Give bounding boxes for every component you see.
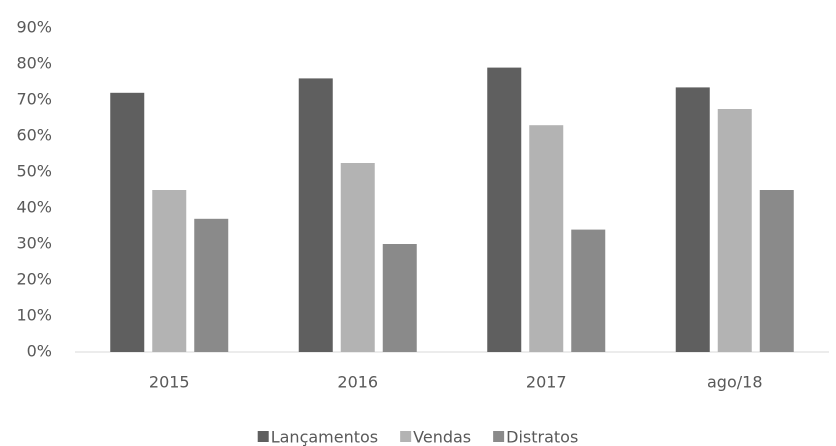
bar: [340, 163, 375, 352]
x-tick-label: ago/18: [707, 373, 763, 392]
y-tick-label: 20%: [16, 270, 52, 289]
bar: [675, 87, 710, 353]
legend-swatch: [493, 431, 505, 442]
bar: [759, 190, 794, 352]
bar: [529, 125, 564, 352]
bar: [298, 78, 333, 353]
y-tick-label: 50%: [16, 162, 52, 181]
x-tick-label: 2017: [526, 373, 567, 392]
bar: [382, 244, 417, 352]
bar: [194, 218, 229, 352]
y-tick-label: 0%: [27, 342, 52, 361]
y-tick-label: 60%: [16, 126, 52, 145]
y-tick-label: 10%: [16, 306, 52, 325]
bar: [717, 109, 752, 352]
y-tick-label: 40%: [16, 198, 52, 217]
y-tick-label: 30%: [16, 234, 52, 253]
x-tick-label: 2015: [149, 373, 190, 392]
bar: [571, 229, 606, 352]
legend-label: Lançamentos: [271, 428, 378, 446]
bar: [152, 190, 187, 352]
y-tick-label: 90%: [16, 18, 52, 37]
x-tick-label: 2016: [337, 373, 378, 392]
legend-swatch: [257, 431, 269, 442]
bar: [110, 92, 145, 353]
bar: [487, 67, 522, 352]
y-tick-label: 80%: [16, 54, 52, 73]
legend-label: Distratos: [506, 428, 578, 446]
y-tick-label: 70%: [16, 90, 52, 109]
legend-swatch: [400, 431, 412, 442]
legend-label: Vendas: [413, 428, 471, 446]
